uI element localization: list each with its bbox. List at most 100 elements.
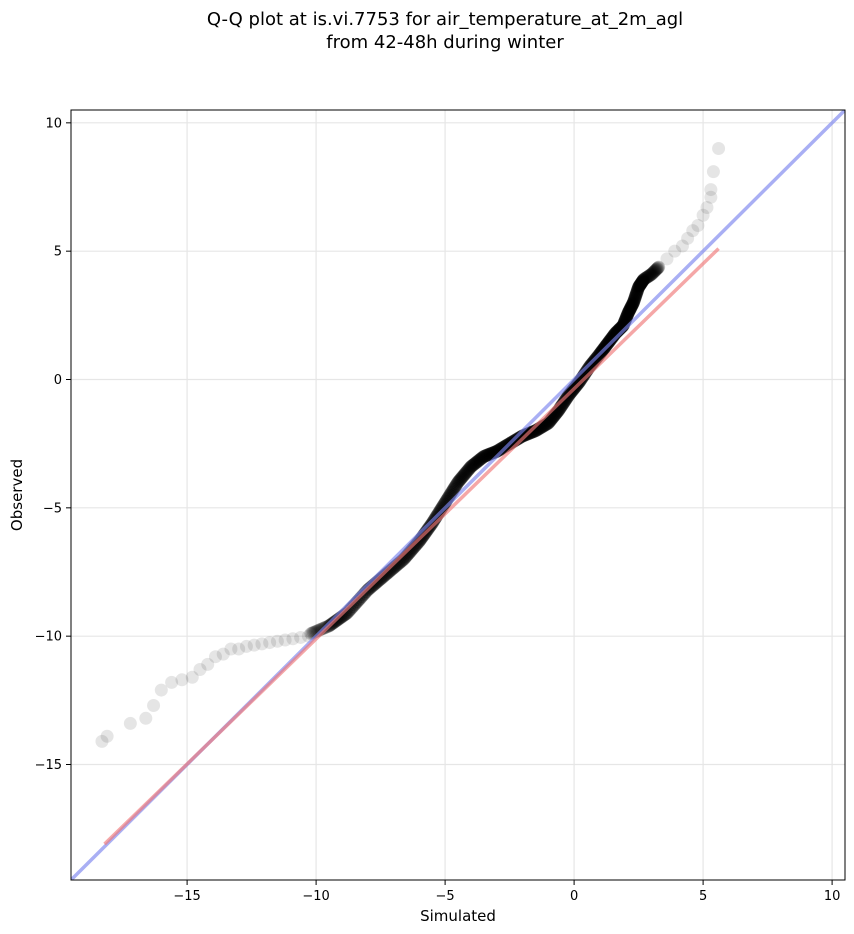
data-point [646,266,660,280]
data-point [623,301,637,315]
x-tick-label: −10 [302,889,329,904]
y-axis: −15 −10 −5 0 5 10 [35,116,71,773]
data-point [696,208,710,222]
data-point [601,337,615,351]
data-point [642,269,656,283]
data-point [165,675,179,689]
data-point [622,304,636,318]
data-point [651,261,665,275]
data-point [649,263,663,277]
data-point [642,269,656,283]
chart-title-line1: Q-Q plot at is.vi.7753 for air_temperatu… [206,9,684,30]
data-point [482,447,496,461]
data-point [605,331,619,345]
data-point [622,304,636,318]
data-point [558,395,572,408]
data-point [647,265,661,279]
x-axis-label: Simulated [420,907,496,925]
y-tick-label: −5 [43,501,62,516]
data-point [645,267,659,281]
data-point [625,298,639,312]
data-point [621,308,635,322]
data-point [480,448,494,462]
data-point [147,698,161,712]
data-point [454,472,468,486]
data-point [619,312,633,326]
y-tick-label: 5 [54,245,62,260]
data-point [691,219,705,232]
data-point [636,273,650,287]
data-point [464,460,478,474]
data-point [154,683,168,697]
data-point [675,239,689,253]
data-point [641,270,655,284]
data-point [635,275,649,289]
data-point [619,310,633,324]
y-axis-label: Observed [8,459,26,531]
data-point [463,461,477,475]
data-point [193,663,207,677]
data-point [621,306,635,320]
data-point [457,467,471,481]
data-point [627,294,641,308]
data-point [631,281,645,295]
data-point [540,417,554,431]
y-tick-label: 10 [45,116,62,131]
data-point [632,280,646,294]
data-point [480,448,494,462]
data-point [456,470,470,484]
data-point [646,266,660,280]
data-point [294,630,308,644]
data-point [247,638,261,652]
data-point [459,465,473,479]
data-points [95,142,726,748]
data-point [639,271,653,285]
data-point [493,442,507,456]
data-point [633,278,647,292]
data-point [469,455,483,469]
data-point [628,291,642,305]
data-point [458,466,472,480]
data-point [686,224,700,238]
data-point [629,289,643,303]
data-point [451,475,465,489]
data-point [541,416,555,430]
data-point [139,711,153,725]
data-point [255,637,269,651]
data-point [477,450,491,463]
plot-frame [70,109,846,881]
data-point [620,309,634,323]
data-point [631,282,645,296]
data-point [636,274,650,288]
data-point [453,473,467,487]
data-point [473,452,487,466]
data-point [621,307,635,321]
data-point [643,268,657,282]
data-point [625,298,639,312]
data-point [640,270,654,284]
data-point [475,451,489,465]
data-point [461,463,475,477]
data-point [626,297,640,311]
x-tick-label: 10 [824,889,841,904]
data-point [446,483,460,496]
data-point [468,457,482,471]
data-point [479,449,493,463]
data-point [216,647,230,661]
data-point [208,650,222,664]
data-point [449,478,463,492]
data-point [649,262,663,276]
data-point [471,454,485,468]
data-point [478,449,492,463]
data-point [634,277,648,291]
data-point [628,290,642,304]
data-point [175,673,189,687]
data-point [100,729,114,743]
data-point [635,275,649,289]
data-point [445,484,459,498]
data-point [476,450,490,464]
data-point [462,462,476,476]
data-point [232,642,246,656]
data-point [624,300,638,314]
